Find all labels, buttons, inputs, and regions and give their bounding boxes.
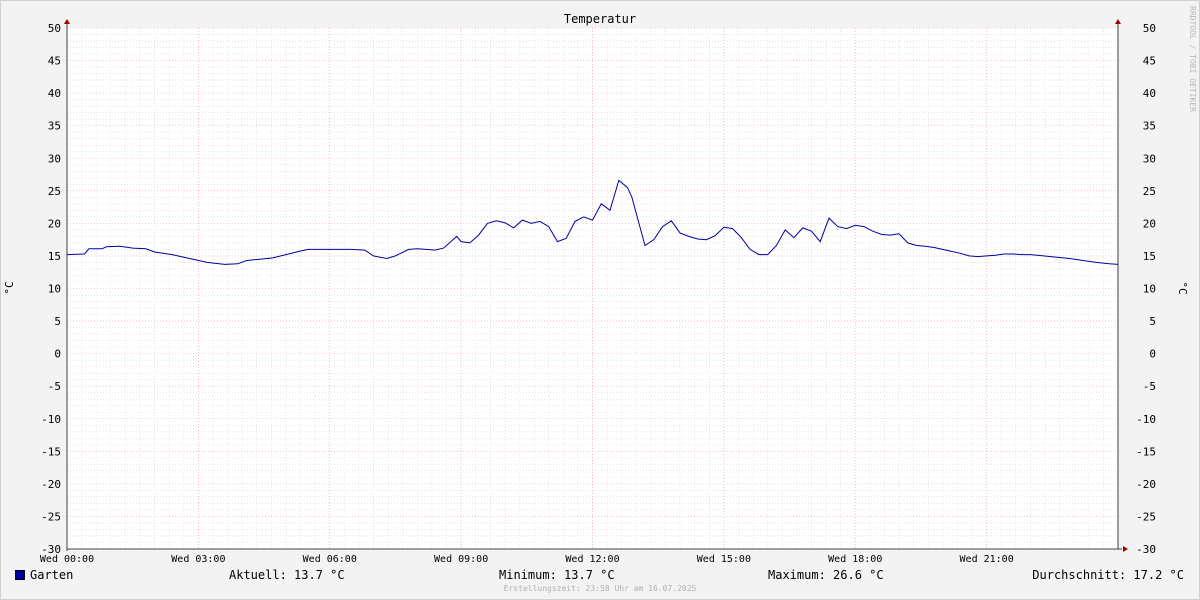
y-tick-label-right: -15 xyxy=(1136,445,1156,458)
legend-swatch-garten xyxy=(15,570,25,580)
y-tick-label-right: 45 xyxy=(1143,55,1156,68)
y-tick-label-left: -10 xyxy=(41,413,61,426)
y-tick-label-right: 50 xyxy=(1143,22,1156,35)
x-tick-label: Wed 21:00 xyxy=(960,554,1014,565)
x-tick-label: Wed 00:00 xyxy=(40,554,94,565)
y-tick-label-left: 30 xyxy=(48,152,61,165)
y-tick-label-left: 0 xyxy=(54,348,61,361)
y-tick-label-right: 10 xyxy=(1143,283,1156,296)
x-tick-label: Wed 06:00 xyxy=(303,554,357,565)
y-tick-label-left: -25 xyxy=(41,510,61,523)
y-tick-label-left: 50 xyxy=(48,22,61,35)
x-tick-label: Wed 12:00 xyxy=(565,554,619,565)
y-tick-label-left: 20 xyxy=(48,217,61,230)
y-tick-label-left: 25 xyxy=(48,185,61,198)
y-tick-label-right: 15 xyxy=(1143,250,1156,263)
x-tick-label: Wed 03:00 xyxy=(171,554,225,565)
legend-average: Durchschnitt: 17.2 °C xyxy=(1032,568,1184,582)
x-axis-arrow xyxy=(1123,546,1128,552)
x-tick-label: Wed 18:00 xyxy=(828,554,882,565)
y-tick-label-left: -20 xyxy=(41,478,61,491)
y-tick-label-left: -15 xyxy=(41,445,61,458)
y-axis-label-left: °C xyxy=(3,281,16,294)
y-tick-label-left: 40 xyxy=(48,87,61,100)
y-tick-label-left: 35 xyxy=(48,120,61,133)
y-tick-label-right: 30 xyxy=(1143,152,1156,165)
chart-axes xyxy=(64,19,1128,552)
y-tick-label-left: 10 xyxy=(48,283,61,296)
y-tick-label-right: -5 xyxy=(1143,380,1156,393)
y-tick-label-right: 35 xyxy=(1143,120,1156,133)
legend-current: Aktuell: 13.7 °C xyxy=(229,568,345,582)
series-line-garten xyxy=(66,179,1119,265)
y-tick-label-right: 5 xyxy=(1149,315,1156,328)
y-axis-arrow-right xyxy=(1115,19,1121,24)
y-axis-label-right: °C xyxy=(1176,281,1189,294)
y-tick-label-right: -20 xyxy=(1136,478,1156,491)
y-tick-label-right: 40 xyxy=(1143,87,1156,100)
legend-series-name: Garten xyxy=(30,568,74,582)
legend-maximum: Maximum: 26.6 °C xyxy=(768,568,884,582)
x-tick-label: Wed 15:00 xyxy=(697,554,751,565)
x-tick-label: Wed 09:00 xyxy=(434,554,488,565)
y-tick-label-right: -30 xyxy=(1136,543,1156,556)
y-tick-label-left: -30 xyxy=(41,543,61,556)
chart-title: Temperatur xyxy=(564,12,636,26)
legend: Garten Aktuell: 13.7 °C Minimum: 13.7 °C… xyxy=(0,568,1200,584)
y-tick-label-left: 5 xyxy=(54,315,61,328)
y-tick-label-left: 45 xyxy=(48,55,61,68)
y-axis-arrow-left xyxy=(64,19,70,24)
watermark: RRDTOOL / TOBI OETIKER xyxy=(1188,6,1197,112)
y-tick-label-left: 15 xyxy=(48,250,61,263)
y-tick-label-right: 20 xyxy=(1143,217,1156,230)
y-tick-label-right: 25 xyxy=(1143,185,1156,198)
creation-time-footer: Erstellungszeit: 23:58 Uhr am 16.07.2025 xyxy=(503,584,697,593)
y-tick-label-right: -25 xyxy=(1136,510,1156,523)
y-tick-label-right: -10 xyxy=(1136,413,1156,426)
legend-minimum: Minimum: 13.7 °C xyxy=(499,568,615,582)
y-tick-label-right: 0 xyxy=(1149,348,1156,361)
y-tick-label-left: -5 xyxy=(48,380,61,393)
chart-grid xyxy=(66,27,1119,550)
